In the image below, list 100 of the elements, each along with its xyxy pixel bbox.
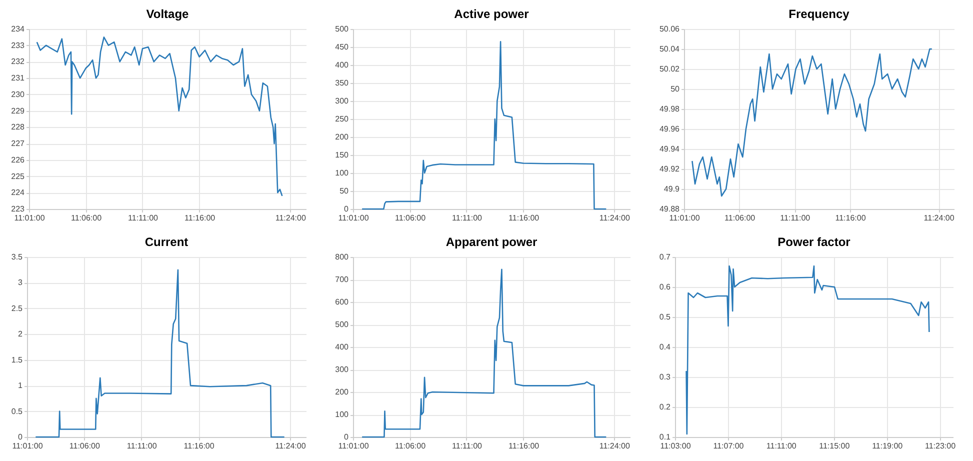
chart-title: Frequency: [788, 7, 850, 21]
y-tick-label: 250: [335, 114, 350, 124]
y-tick-label: 49.88: [659, 204, 680, 214]
line-series: [34, 269, 285, 438]
line-series: [361, 268, 607, 438]
y-tick-label: 1: [18, 381, 24, 390]
chart-title: Apparent power: [446, 235, 538, 249]
x-tick-label: 11:01:00: [338, 214, 370, 222]
y-tick-label: 226: [11, 155, 26, 164]
y-tick-label: 232: [11, 57, 26, 66]
y-tick-label: 0.5: [11, 406, 24, 416]
y-tick-label: 500: [335, 320, 350, 329]
x-tick-label: 11:24:00: [275, 442, 306, 450]
y-tick-label: 0: [344, 432, 350, 442]
y-tick-label: 0: [344, 204, 350, 214]
y-tick-label: 0.4: [659, 342, 672, 352]
y-tick-label: 2: [18, 330, 24, 339]
line-series: [361, 40, 607, 210]
x-tick-label: 11:01:00: [12, 442, 44, 450]
y-tick-label: 223: [11, 204, 26, 214]
y-tick-label: 225: [11, 172, 26, 181]
y-tick-label: 231: [11, 74, 26, 83]
x-tick-label: 11:01:00: [669, 214, 700, 222]
y-tick-label: 300: [335, 96, 350, 106]
x-tick-label: 11:11:00: [126, 442, 158, 450]
x-tick-label: 11:06:00: [70, 214, 102, 222]
y-tick-label: 228: [11, 122, 26, 132]
x-tick-label: 11:11:00: [780, 214, 811, 222]
x-tick-label: 11:15:00: [819, 442, 850, 450]
y-tick-label: 0.1: [659, 432, 672, 442]
y-tick-label: 49.98: [659, 104, 680, 114]
y-tick-label: 350: [335, 78, 350, 88]
y-tick-label: 224: [11, 188, 26, 198]
y-tick-label: 200: [335, 388, 350, 396]
y-tick-label: 2.5: [11, 304, 24, 313]
x-tick-label: 11:24:00: [599, 442, 630, 450]
y-tick-label: 0.6: [659, 282, 672, 292]
x-tick-label: 11:16:00: [184, 214, 216, 222]
y-tick-label: 100: [335, 168, 350, 178]
x-tick-label: 11:24:00: [924, 214, 955, 222]
x-tick-label: 11:03:00: [660, 442, 692, 450]
y-tick-label: 50.04: [659, 44, 680, 54]
x-tick-label: 11:06:00: [724, 214, 756, 222]
y-tick-label: 3: [18, 278, 24, 288]
y-tick-label: 49.92: [659, 164, 680, 174]
x-tick-label: 11:06:00: [69, 442, 100, 450]
y-tick-label: 50.02: [659, 64, 680, 74]
y-tick-label: 450: [335, 42, 350, 52]
chart-title: Current: [144, 235, 188, 249]
y-tick-label: 1.5: [11, 355, 24, 364]
y-tick-label: 0.2: [659, 402, 672, 412]
x-tick-label: 11:01:00: [338, 442, 370, 450]
y-tick-label: 234: [11, 24, 26, 34]
x-tick-label: 11:23:00: [924, 442, 956, 450]
y-tick-label: 150: [335, 150, 350, 160]
y-tick-label: 49.94: [659, 144, 680, 154]
x-tick-label: 11:16:00: [835, 214, 866, 222]
x-tick-label: 11:11:00: [452, 214, 483, 222]
y-tick-label: 3.5: [11, 252, 24, 262]
chart-title: Active power: [454, 7, 530, 21]
y-tick-label: 500: [335, 24, 350, 34]
x-tick-label: 11:06:00: [394, 214, 426, 222]
y-tick-label: 700: [335, 275, 350, 284]
x-tick-label: 11:01:00: [14, 214, 46, 222]
line-series: [692, 48, 933, 197]
x-tick-label: 11:11:00: [452, 442, 483, 450]
x-tick-label: 11:06:00: [394, 442, 426, 450]
y-tick-label: 600: [335, 298, 350, 306]
chart-title: Power factor: [778, 235, 851, 249]
y-tick-label: 100: [335, 410, 350, 419]
line-series: [36, 36, 283, 197]
chart-title: Voltage: [146, 7, 190, 21]
x-tick-label: 11:24:00: [599, 214, 630, 222]
line-series: [686, 265, 930, 435]
y-tick-label: 0: [18, 432, 24, 442]
y-tick-label: 49.9: [664, 184, 680, 194]
y-tick-label: 400: [335, 60, 350, 70]
x-tick-label: 11:07:00: [713, 442, 744, 450]
x-tick-label: 11:16:00: [508, 442, 540, 450]
y-tick-label: 49.96: [659, 124, 680, 134]
x-tick-label: 11:19:00: [872, 442, 904, 450]
x-tick-label: 11:16:00: [184, 442, 215, 450]
y-tick-label: 50: [670, 84, 680, 94]
x-tick-label: 11:11:00: [766, 442, 797, 450]
y-tick-label: 0.3: [659, 372, 672, 382]
y-tick-label: 800: [335, 252, 350, 262]
y-tick-label: 233: [11, 40, 26, 50]
y-tick-label: 230: [11, 90, 26, 99]
y-tick-label: 0.7: [659, 252, 672, 262]
y-tick-label: 400: [335, 342, 350, 352]
x-tick-label: 11:24:00: [275, 214, 306, 222]
y-tick-label: 300: [335, 365, 350, 374]
y-tick-label: 200: [335, 132, 350, 142]
y-tick-label: 227: [11, 139, 26, 148]
y-tick-label: 229: [11, 106, 26, 116]
y-tick-label: 50: [340, 186, 350, 196]
x-tick-label: 11:11:00: [128, 214, 159, 222]
y-tick-label: 0.5: [659, 312, 672, 322]
x-tick-label: 11:16:00: [508, 214, 540, 222]
y-tick-label: 50.06: [659, 24, 680, 34]
